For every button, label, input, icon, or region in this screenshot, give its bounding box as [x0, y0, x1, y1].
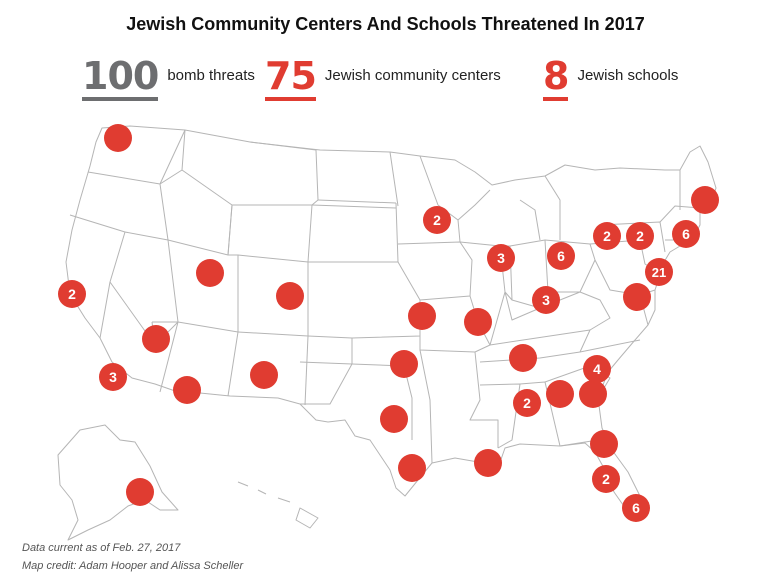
marker-circle	[423, 206, 451, 234]
marker-circle	[398, 454, 426, 482]
stat-value: 8	[543, 56, 569, 101]
marker-circle	[626, 222, 654, 250]
marker-circle	[142, 325, 170, 353]
threat-marker: 2	[513, 389, 541, 417]
marker-circle	[645, 258, 673, 286]
threat-marker	[142, 325, 170, 353]
threat-marker: 21	[645, 258, 673, 286]
marker-circle	[546, 380, 574, 408]
marker-circle	[583, 355, 611, 383]
marker-circle	[99, 363, 127, 391]
marker-circle	[126, 478, 154, 506]
threat-marker	[623, 283, 651, 311]
marker-circle	[623, 283, 651, 311]
marker-count: 3	[109, 369, 117, 385]
stat-community-centers: 75 Jewish community centers	[265, 56, 501, 101]
threat-marker: 3	[99, 363, 127, 391]
marker-count: 3	[542, 292, 550, 308]
marker-circle	[579, 380, 607, 408]
marker-circle	[104, 124, 132, 152]
marker-count: 2	[603, 228, 611, 244]
threat-marker: 2	[626, 222, 654, 250]
marker-circle	[408, 302, 436, 330]
marker-circle	[509, 344, 537, 372]
marker-circle	[513, 389, 541, 417]
marker-circle	[464, 308, 492, 336]
threat-marker	[250, 361, 278, 389]
threat-marker	[398, 454, 426, 482]
threat-marker: 2	[58, 280, 86, 308]
threat-marker	[579, 380, 607, 408]
marker-circle	[622, 494, 650, 522]
threat-marker: 2	[423, 206, 451, 234]
marker-count: 2	[68, 286, 76, 302]
marker-count: 21	[652, 265, 666, 280]
threat-marker: 3	[532, 286, 560, 314]
marker-circle	[487, 244, 515, 272]
marker-count: 6	[632, 500, 640, 516]
threat-marker: 3	[487, 244, 515, 272]
threat-marker	[126, 478, 154, 506]
threat-marker	[590, 430, 618, 458]
marker-count: 2	[602, 471, 610, 487]
page-title: Jewish Community Centers And Schools Thr…	[126, 14, 645, 34]
threat-marker	[509, 344, 537, 372]
marker-count: 2	[433, 212, 441, 228]
stat-label: bomb threats	[167, 67, 255, 84]
stat-label: Jewish community centers	[324, 67, 501, 84]
threat-marker	[474, 449, 502, 477]
markers-layer: 2 3 2 3 6 3 2 4 2 6 2 2 6 21	[58, 124, 719, 522]
marker-count: 6	[557, 248, 565, 264]
threat-marker: 6	[622, 494, 650, 522]
threat-marker	[408, 302, 436, 330]
marker-circle	[547, 242, 575, 270]
marker-circle	[691, 186, 719, 214]
threat-marker	[390, 350, 418, 378]
stat-value: 100	[82, 56, 159, 101]
marker-circle	[593, 222, 621, 250]
marker-count: 4	[593, 361, 601, 377]
threat-marker	[691, 186, 719, 214]
marker-circle	[590, 430, 618, 458]
threat-marker	[546, 380, 574, 408]
marker-count: 6	[682, 226, 690, 242]
marker-circle	[532, 286, 560, 314]
marker-circle	[474, 449, 502, 477]
threat-marker	[380, 405, 408, 433]
marker-circle	[672, 220, 700, 248]
stat-bomb-threats: 100 bomb threats	[82, 56, 255, 101]
threat-marker: 6	[547, 242, 575, 270]
footer-note: Data current as of Feb. 27, 2017	[22, 542, 181, 554]
footer-credit: Map credit: Adam Hooper and Alissa Schel…	[22, 560, 244, 572]
threat-marker	[104, 124, 132, 152]
marker-circle	[380, 405, 408, 433]
marker-circle	[390, 350, 418, 378]
marker-count: 2	[636, 228, 644, 244]
marker-count: 3	[497, 250, 505, 266]
marker-circle	[250, 361, 278, 389]
marker-count: 2	[523, 395, 531, 411]
stat-label: Jewish schools	[577, 67, 679, 84]
stat-value: 75	[265, 56, 317, 101]
threat-marker: 6	[672, 220, 700, 248]
threat-marker	[464, 308, 492, 336]
marker-circle	[276, 282, 304, 310]
marker-circle	[196, 259, 224, 287]
stat-schools: 8 Jewish schools	[543, 56, 678, 101]
marker-circle	[592, 465, 620, 493]
marker-circle	[173, 376, 201, 404]
threat-marker	[276, 282, 304, 310]
threat-marker	[173, 376, 201, 404]
marker-circle	[58, 280, 86, 308]
threat-marker: 4	[583, 355, 611, 383]
threat-marker	[196, 259, 224, 287]
threat-marker: 2	[593, 222, 621, 250]
threat-marker: 2	[592, 465, 620, 493]
